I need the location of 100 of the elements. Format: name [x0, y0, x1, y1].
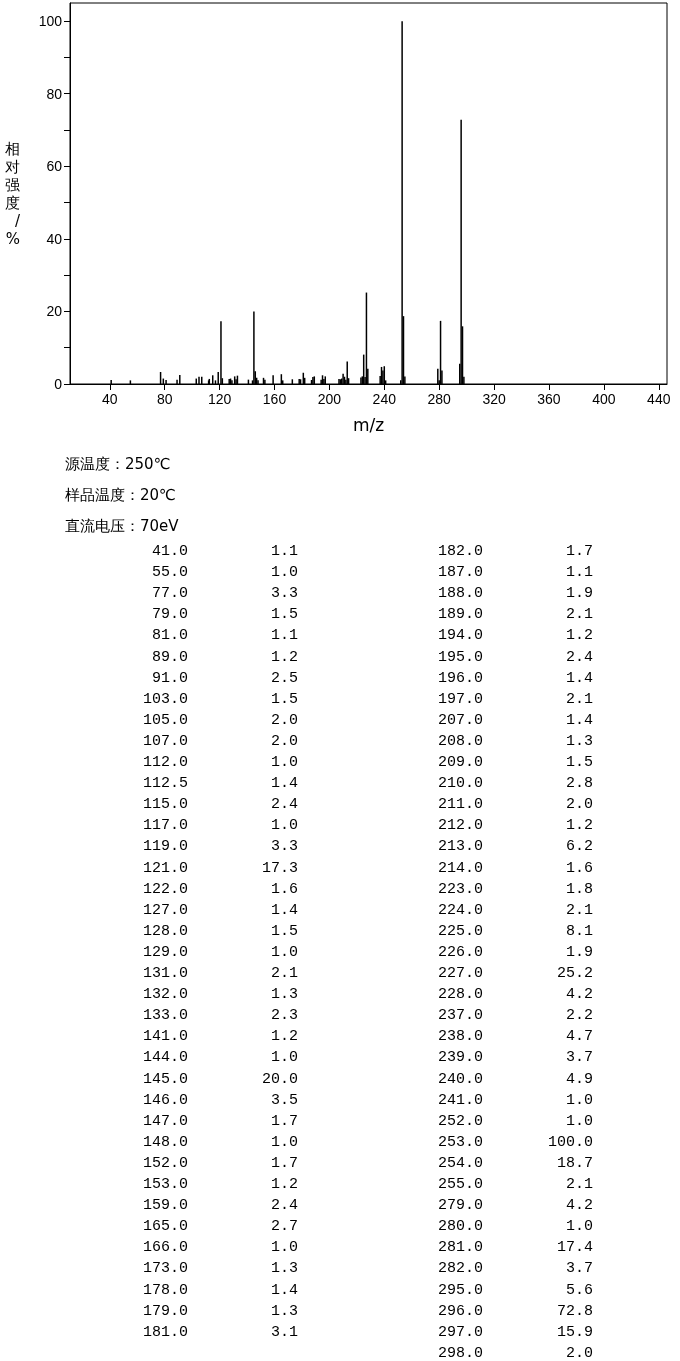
text: 2.3	[270, 1007, 298, 1025]
text: 280.0	[437, 1218, 483, 1236]
text: 195.0	[437, 648, 483, 666]
text: 1.7	[270, 1112, 298, 1130]
text: 2.1	[270, 965, 298, 982]
text: 121.0	[142, 859, 188, 877]
text: 182.0	[437, 543, 483, 560]
text: 166.0	[142, 1239, 188, 1257]
text: 226.0	[437, 943, 483, 961]
text: 1.5	[270, 690, 298, 708]
text: 1.2	[270, 648, 298, 666]
text: 2.0	[270, 732, 298, 750]
text: 2.2	[565, 1007, 593, 1025]
text: 241.0	[437, 1091, 483, 1109]
text: 89.0	[151, 648, 188, 666]
text: 1.2	[270, 1176, 298, 1193]
text: 3.7	[565, 1260, 593, 1278]
x-axis-title: m/z	[352, 414, 385, 435]
text: 1.0	[270, 1239, 298, 1257]
y-tick-label: 0	[54, 376, 63, 392]
text: 153.0	[142, 1176, 188, 1193]
text: 4.9	[565, 1070, 593, 1088]
y-tick-label: 80	[46, 85, 63, 102]
text: 173.0	[142, 1260, 188, 1278]
text: 209.0	[437, 754, 483, 771]
text: 6.2	[565, 838, 593, 856]
text: 2.8	[565, 775, 593, 793]
text: 1.3	[270, 1302, 298, 1320]
text: 17.4	[556, 1239, 593, 1257]
text: 3.5	[270, 1091, 298, 1109]
text: 77.0	[151, 585, 188, 603]
text: 1.9	[565, 943, 593, 961]
text: 2.5	[270, 669, 298, 687]
text: 1.0	[270, 564, 298, 582]
text: 1.1	[270, 543, 298, 560]
text: 1.5	[565, 754, 593, 771]
text: 117.0	[142, 817, 188, 835]
text: 1.4	[565, 711, 593, 729]
x-tick-label: 280	[427, 391, 452, 407]
text: 3.3	[270, 585, 298, 603]
text: 4.7	[565, 1028, 593, 1046]
text: 2.4	[565, 648, 593, 666]
text: 254.0	[437, 1154, 483, 1172]
text: 1.0	[565, 1091, 593, 1109]
text: 112.0	[142, 754, 188, 771]
text: 297.0	[437, 1323, 483, 1341]
text: 1.9	[565, 585, 593, 603]
text: 128.0	[142, 922, 188, 940]
text: 252.0	[437, 1112, 483, 1130]
text: 227.0	[437, 965, 483, 982]
text: 189.0	[437, 606, 483, 624]
text: 225.0	[437, 922, 483, 940]
text: 295.0	[437, 1281, 483, 1299]
text: 210.0	[437, 775, 483, 793]
text: 103.0	[142, 690, 188, 708]
text: 214.0	[437, 859, 483, 877]
text: 255.0	[437, 1176, 483, 1193]
text: 1.0	[270, 817, 298, 835]
text: 115.0	[142, 796, 188, 814]
text: 1.2	[565, 817, 593, 835]
text: 20.0	[261, 1070, 298, 1088]
text: 1.7	[270, 1154, 298, 1172]
text: 1.4	[270, 901, 298, 919]
text: 1.1	[270, 627, 298, 645]
text: 253.0	[437, 1133, 483, 1151]
text: 132.0	[142, 986, 188, 1004]
text: 2.4	[270, 796, 298, 814]
text: 4.2	[565, 1197, 593, 1215]
text: 17.3	[261, 859, 298, 877]
text: 2.0	[565, 796, 593, 814]
text: 8.1	[565, 922, 593, 940]
text: 281.0	[437, 1239, 483, 1257]
y-axis-title: 相对强度/%	[5, 139, 21, 248]
text: 直流电压：70eV	[65, 517, 179, 536]
text: 样品温度：20℃	[65, 486, 176, 505]
text: 2.1	[565, 606, 593, 624]
x-tick-label: 360	[537, 391, 561, 407]
text: 179.0	[142, 1302, 188, 1320]
text: 41.0	[151, 543, 188, 560]
text: 1.0	[270, 1133, 298, 1151]
text: 2.1	[565, 690, 593, 708]
text: 105.0	[142, 711, 188, 729]
text: 1.0	[565, 1218, 593, 1236]
text: 55.0	[151, 564, 188, 582]
text: 2.4	[270, 1197, 298, 1215]
x-tick-label: 120	[207, 391, 232, 407]
x-tick-label: 200	[317, 391, 342, 407]
text: 1.1	[565, 564, 593, 582]
text: 228.0	[437, 986, 483, 1004]
text: 1.4	[270, 775, 298, 793]
text: 15.9	[556, 1323, 593, 1341]
text: 141.0	[142, 1028, 188, 1046]
text: 181.0	[142, 1323, 188, 1341]
text: 4.2	[565, 986, 593, 1004]
text: 238.0	[437, 1028, 483, 1046]
x-tick-label: 80	[156, 391, 173, 407]
y-tick-label: 40	[46, 230, 63, 247]
text: 237.0	[437, 1007, 483, 1025]
x-tick-label: 40	[102, 391, 118, 407]
text: 148.0	[142, 1133, 188, 1151]
